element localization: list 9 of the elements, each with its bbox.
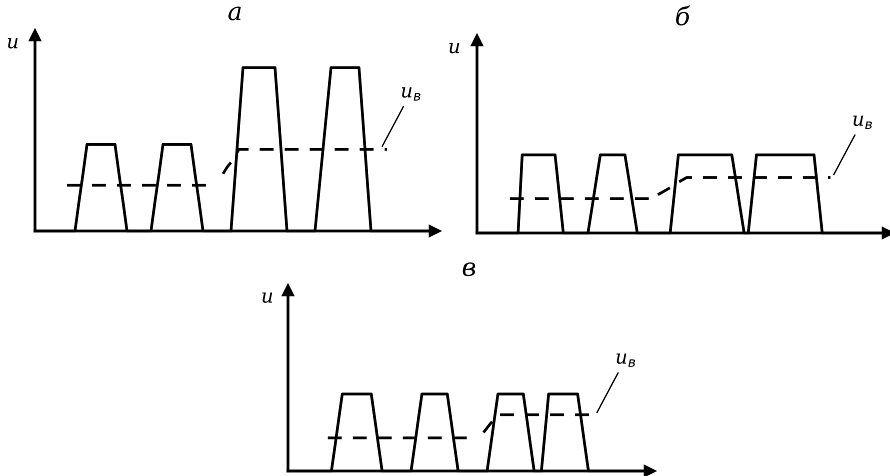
chart-title: в <box>462 262 476 276</box>
text: u$_{в}$ <box>616 354 636 367</box>
chart-title: а <box>228 6 241 20</box>
text: u$_{в}$ <box>853 116 872 129</box>
annotation: u$_{в}$ <box>402 87 420 101</box>
chart-title: б <box>676 6 690 26</box>
y-axis-title: u <box>8 38 18 48</box>
y-axis-title: u <box>262 292 272 303</box>
y-axis-title: u <box>449 42 460 54</box>
